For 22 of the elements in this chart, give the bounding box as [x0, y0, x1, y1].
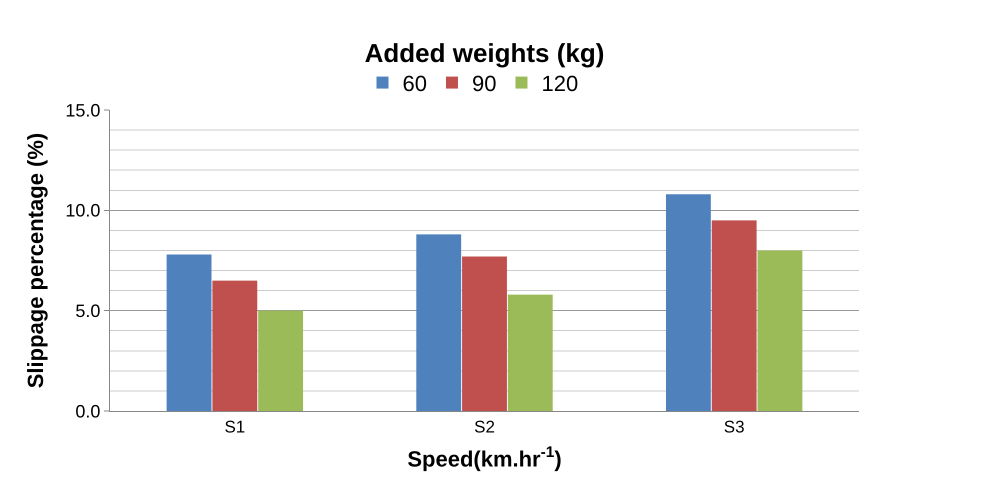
bar [416, 234, 462, 411]
bar [508, 294, 553, 411]
bar [666, 194, 711, 411]
y-tick-label: 0.0 [75, 401, 100, 422]
x-tick-label: S2 [474, 417, 495, 436]
y-tick-label: 15.0 [65, 100, 100, 120]
bar [758, 250, 802, 411]
x-axis-title: Speed(km.hr$^{-1}$) [407, 444, 562, 472]
y-tick-label: 5.0 [75, 300, 100, 321]
bar [166, 254, 212, 411]
x-tick-label: S3 [724, 417, 745, 436]
bar [258, 310, 304, 411]
legend-label: 90 [472, 71, 496, 96]
legend-title: Added weights (kg) [364, 38, 604, 68]
y-tick-label: 10.0 [65, 200, 100, 221]
legend-label: 60 [402, 71, 427, 96]
y-axis-title: Slippage percentage (%) [23, 132, 48, 388]
legend-label: 120 [541, 71, 578, 96]
bar [212, 280, 258, 411]
bar [462, 256, 507, 411]
bar [712, 220, 757, 411]
x-tick-label: S1 [224, 417, 246, 436]
